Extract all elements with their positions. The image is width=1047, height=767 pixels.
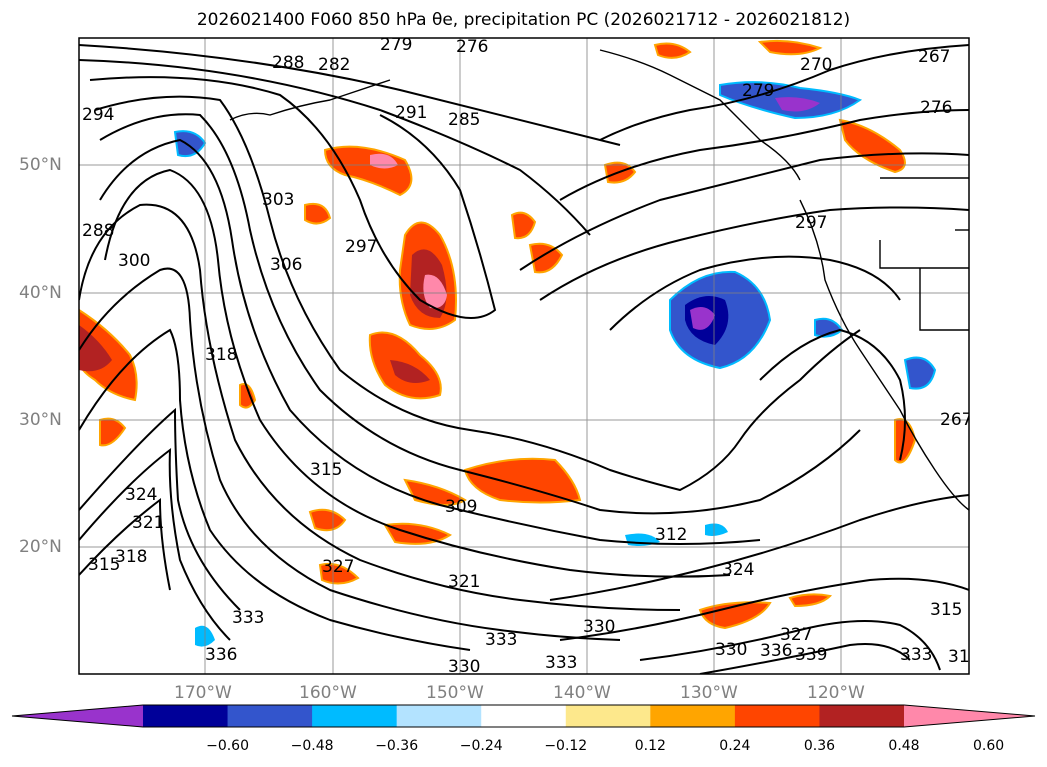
contour-label: 339 <box>795 645 827 665</box>
contour-label: 321 <box>448 572 480 592</box>
precip-fills <box>79 39 937 647</box>
contour-label: 267 <box>918 47 950 67</box>
contour-label: 297 <box>345 237 377 257</box>
colorbar-tick-label: 0.36 <box>803 738 836 754</box>
colorbar-tick-label: 0.12 <box>634 738 666 754</box>
colorbar-tick-label: 0.48 <box>888 738 920 754</box>
contour-label: 282 <box>318 55 350 75</box>
lat-label: 50°N <box>19 155 62 175</box>
contour-label: 312 <box>655 525 687 545</box>
contour-label: 285 <box>448 110 480 130</box>
contour-label: 303 <box>262 190 294 210</box>
colorbar-bin <box>396 705 482 727</box>
lat-label: 40°N <box>19 283 62 303</box>
contour-label: 288 <box>272 53 304 73</box>
contour-label: 327 <box>780 625 812 645</box>
colorbar-extend-max <box>904 705 1035 727</box>
contour-label: 330 <box>583 617 615 637</box>
contour-label: 318 <box>115 547 147 567</box>
lon-label: 140°W <box>553 683 611 703</box>
colorbar-tick-label: −0.24 <box>459 738 503 754</box>
colorbar-tick-label: −0.60 <box>206 738 249 754</box>
lon-label: 160°W <box>299 683 357 703</box>
map-background <box>79 38 969 674</box>
figure-title: 2026021400 F060 850 hPa θe, precipitatio… <box>196 10 851 30</box>
contour-label: 300 <box>118 251 150 271</box>
contour-label: 276 <box>920 98 952 118</box>
colorbar-extend-min <box>12 705 143 727</box>
lon-label: 150°W <box>426 683 484 703</box>
contour-label: 336 <box>205 645 237 665</box>
colorbar-bin <box>143 705 229 727</box>
colorbar-bin <box>312 705 398 727</box>
contour-label: 324 <box>722 560 754 580</box>
contour-label: 309 <box>445 497 477 517</box>
contour-label: 267 <box>940 410 972 430</box>
lat-label: 30°N <box>19 410 62 430</box>
colorbar-bin <box>565 705 651 727</box>
colorbar-tick-label: −0.36 <box>375 738 419 754</box>
contour-label: 270 <box>800 55 832 75</box>
contour-label: 276 <box>456 37 488 57</box>
colorbar-bin <box>819 705 905 727</box>
graticule <box>79 38 969 674</box>
colorbar-bin <box>481 705 567 727</box>
lat-label: 20°N <box>19 537 62 557</box>
colorbar-tick-label: −0.12 <box>544 738 588 754</box>
lon-label: 130°W <box>680 683 738 703</box>
contour-label: 324 <box>125 485 157 505</box>
contour-label: 330 <box>448 657 480 677</box>
contour-label: 279 <box>742 81 774 101</box>
contour-label: 294 <box>82 105 114 125</box>
contour-label: 315 <box>88 555 120 575</box>
colorbar-tick-label: −0.48 <box>290 738 334 754</box>
contour-label: 315 <box>930 600 962 620</box>
contour-label: 333 <box>545 653 577 673</box>
colorbar-tick-label: 0.24 <box>719 738 751 754</box>
map-frame <box>78 37 970 675</box>
contour-label: 288 <box>82 221 114 241</box>
contour-label: 321 <box>132 513 164 533</box>
contour-label: 333 <box>232 608 264 628</box>
contour-label: 315 <box>310 460 342 480</box>
colorbar <box>11 704 1036 728</box>
contour-label: 318 <box>205 345 237 365</box>
colorbar-bin <box>650 705 736 727</box>
contour-label: 336 <box>760 641 792 661</box>
colorbar-tick-label: 0.60 <box>972 738 1005 754</box>
contour-label: 333 <box>485 630 517 650</box>
colorbar-bin <box>227 705 313 727</box>
contour-label: 333 <box>900 645 932 665</box>
contour-label: 291 <box>395 103 427 123</box>
theta-e-contours <box>79 44 969 674</box>
contour-labels: 276 279 279 282 285 288 288 291 294 297 … <box>82 35 972 677</box>
colorbar-bin <box>734 705 820 727</box>
lon-label: 120°W <box>807 683 865 703</box>
contour-label: 306 <box>270 255 302 275</box>
contour-label: 297 <box>795 213 827 233</box>
contour-label: 327 <box>322 557 354 577</box>
contour-label: 31 <box>948 647 970 667</box>
lon-label: 170°W <box>174 683 232 703</box>
contour-label: 279 <box>380 35 412 55</box>
contour-label: 330 <box>715 640 747 660</box>
coastlines <box>229 49 969 511</box>
